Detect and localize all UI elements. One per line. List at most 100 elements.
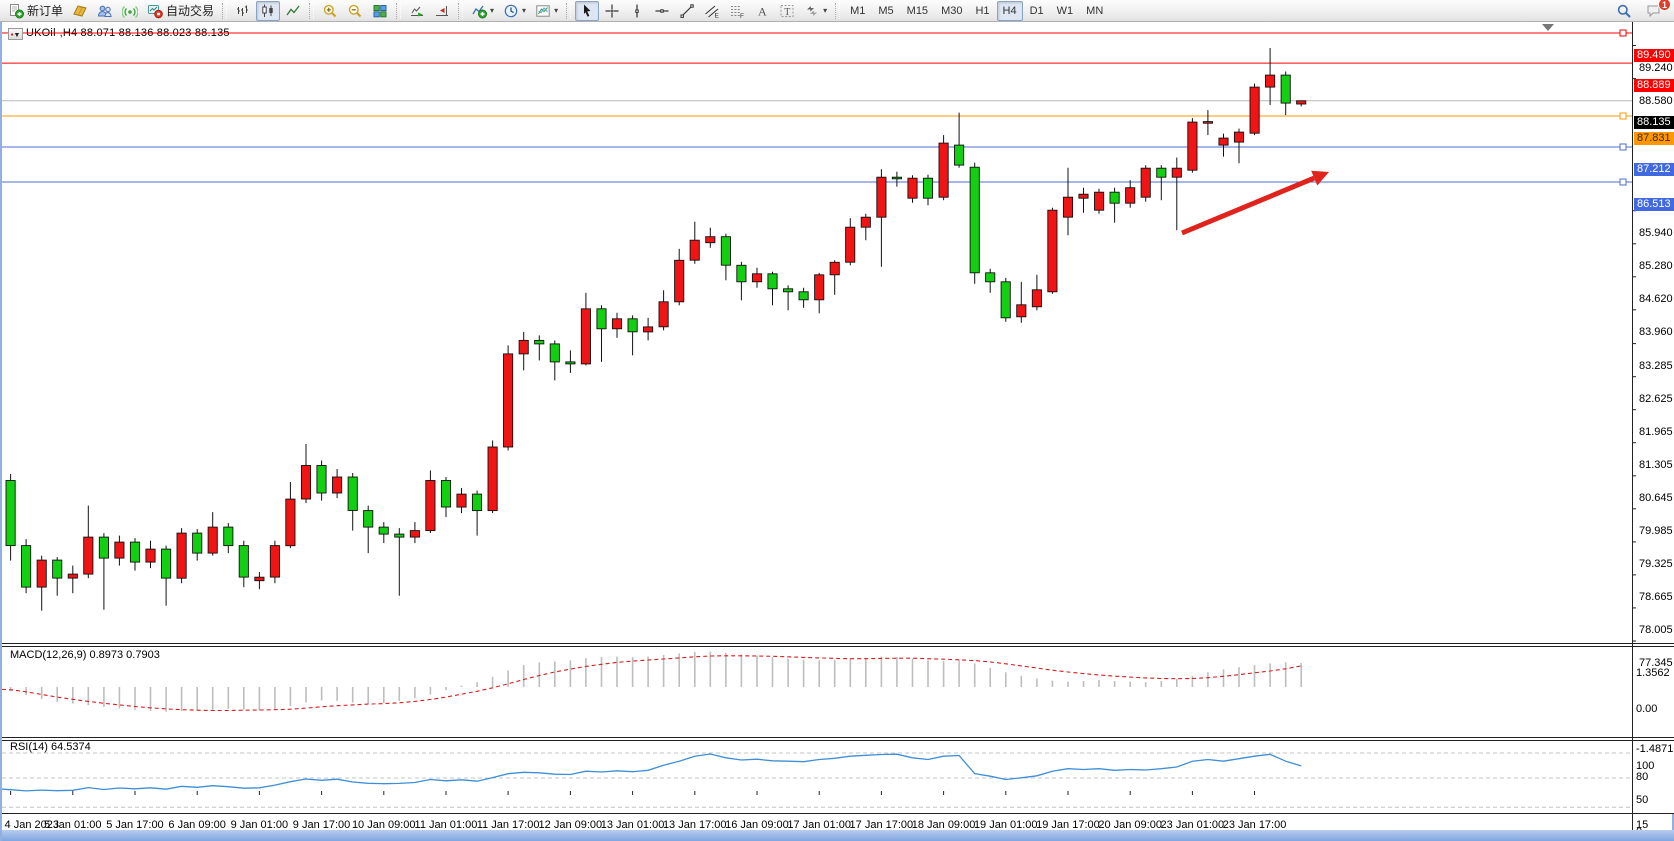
notifications-button[interactable]: 1 (1642, 0, 1671, 21)
price-tick-label: 83.960 (1639, 325, 1673, 338)
fibonacci-button[interactable]: F (725, 1, 749, 21)
level-line-handle[interactable] (1619, 178, 1627, 186)
search-button[interactable] (1612, 1, 1636, 21)
profiles-button[interactable] (93, 1, 117, 21)
price-pane (2, 22, 1674, 643)
chart-symbol-dropdown[interactable]: ▪▼ (8, 28, 23, 40)
v-line-icon (629, 3, 645, 19)
templates-button[interactable]: ▾ (531, 1, 562, 21)
timeframe-w1-button[interactable]: W1 (1056, 4, 1074, 17)
chart-window: ▪▼ UKOil-,H4 88.071 88.136 88.023 88.135… (0, 22, 1674, 841)
equidistant-channel-button[interactable]: E (700, 1, 724, 21)
time-axis-label: 16 Jan 09:00 (725, 819, 789, 831)
trendline-button[interactable] (675, 1, 699, 21)
new-order-button-label: 新订单 (27, 4, 64, 18)
timeframe-h1-button[interactable]: H1 (975, 4, 990, 17)
time-axis-label: 23 Jan 17:00 (1222, 819, 1287, 831)
time-axis-label: 5 Jan 17:00 (106, 819, 164, 831)
time-axis-label: 9 Jan 01:00 (230, 819, 289, 831)
vertical-line-button[interactable] (625, 1, 649, 21)
crosshair-button[interactable] (600, 1, 624, 21)
level-line-handle[interactable] (1619, 112, 1627, 120)
rsi-axis-label: 80 (1636, 771, 1649, 783)
svg-text:A: A (758, 4, 767, 18)
signal-icon (122, 3, 139, 19)
time-axis-line (2, 813, 1674, 814)
dropdown-caret-icon[interactable]: ▾ (522, 5, 527, 15)
dropdown-caret-icon[interactable]: ▾ (823, 5, 828, 15)
price-tick-label: 89.240 (1639, 61, 1673, 74)
pane-separator[interactable] (2, 737, 1674, 741)
time-axis-label: 9 Jan 17:00 (292, 819, 351, 831)
history-center-button[interactable] (68, 1, 92, 21)
auto-scroll-button[interactable] (405, 1, 429, 21)
trend-arrow-annotation[interactable] (1181, 170, 1329, 236)
new-order-button[interactable]: 新订单 (4, 1, 67, 21)
cursor-button[interactable] (575, 0, 600, 21)
candlestick-series (5, 48, 1307, 611)
time-axis-label: 19 Jan 01:00 (973, 819, 1038, 831)
auto-scroll-icon (409, 3, 425, 19)
price-tick-label: 81.965 (1639, 425, 1673, 438)
candlestick-chart-button[interactable] (256, 0, 281, 21)
periods-button[interactable]: ▾ (499, 1, 530, 21)
price-badge-88.135: 88.135 (1634, 116, 1674, 130)
chart-shift-marker[interactable] (1542, 24, 1554, 31)
toolbar-separator (309, 2, 315, 19)
chart-canvas[interactable] (2, 22, 1674, 841)
price-tick-label: 77.345 (1639, 656, 1673, 669)
dropdown-caret-icon[interactable]: ▾ (490, 5, 495, 15)
timeframe-d1-button[interactable]: D1 (1029, 4, 1044, 17)
price-tick-label: 85.280 (1639, 259, 1673, 272)
text-a-icon: A (754, 3, 770, 19)
timeframe-m1-button[interactable]: M1 (850, 4, 866, 17)
auto-trading-button[interactable]: 自动交易 (143, 1, 218, 21)
time-axis-label: 23 Jan 01:00 (1160, 819, 1225, 831)
chart-shift-icon (434, 3, 450, 19)
macd-axis-label: 0.00 (1636, 703, 1658, 715)
timeframe-m5-button[interactable]: M5 (878, 4, 894, 17)
bar-chart-button[interactable] (231, 1, 255, 21)
time-axis-label: 20 Jan 09:00 (1098, 819, 1162, 831)
chart-shift-button[interactable] (430, 1, 454, 21)
toolbar-separator (566, 2, 572, 19)
template-icon (535, 3, 551, 19)
text-label-button[interactable]: T (775, 1, 799, 21)
crosshair-icon (604, 3, 620, 19)
rsi-axis-label: 15 (1636, 819, 1649, 831)
arrows-button[interactable]: ▾ (800, 1, 831, 21)
svg-text:E: E (715, 12, 720, 19)
notification-badge: 1 (1658, 0, 1671, 11)
timeframe-mn-button[interactable]: MN (1086, 4, 1104, 17)
level-line-handle[interactable] (1619, 29, 1627, 37)
clock-icon (503, 3, 519, 19)
new-order-icon (8, 3, 24, 19)
zoom-in-button[interactable] (318, 1, 342, 21)
window-bottom-border (2, 830, 1674, 841)
horizontal-line-button[interactable] (650, 1, 674, 21)
timeframe-m15-button[interactable]: M15 (906, 4, 929, 17)
zoom-out-button[interactable] (343, 1, 367, 21)
auto-trading-button-label: 自动交易 (166, 4, 215, 18)
svg-text:T: T (784, 6, 790, 17)
price-badge-87.831: 87.831 (1634, 131, 1674, 145)
timeframe-m30-button[interactable]: M30 (941, 4, 963, 17)
tile-windows-button[interactable] (368, 1, 392, 21)
chart-bars-icon (235, 3, 251, 19)
indicators-button[interactable]: ▾ (467, 1, 498, 21)
timeframe-h4-button[interactable]: H4 (996, 0, 1023, 21)
pane-separator[interactable] (2, 643, 1674, 647)
chart-candles-icon (260, 3, 276, 19)
time-axis-label: 11 Jan 01:00 (414, 819, 478, 831)
time-axis-label: 18 Jan 09:00 (911, 819, 976, 831)
text-button[interactable]: A (750, 1, 774, 21)
toolbar-separator (396, 2, 402, 19)
signals-button[interactable] (118, 1, 142, 21)
level-line-handle[interactable] (1619, 143, 1627, 151)
toolbar: 新订单 自动交易 ▾ ▾ ▾ E F A T ▾ M1 M5 M15 M30 H1 H4 D1 W1 MN 1 (0, 0, 1674, 22)
trend-line-icon (679, 3, 695, 19)
line-chart-button[interactable] (281, 1, 305, 21)
tiles-icon (372, 3, 388, 19)
dropdown-caret-icon[interactable]: ▾ (554, 5, 559, 15)
time-axis-label: 5 Jan 01:00 (44, 819, 102, 831)
